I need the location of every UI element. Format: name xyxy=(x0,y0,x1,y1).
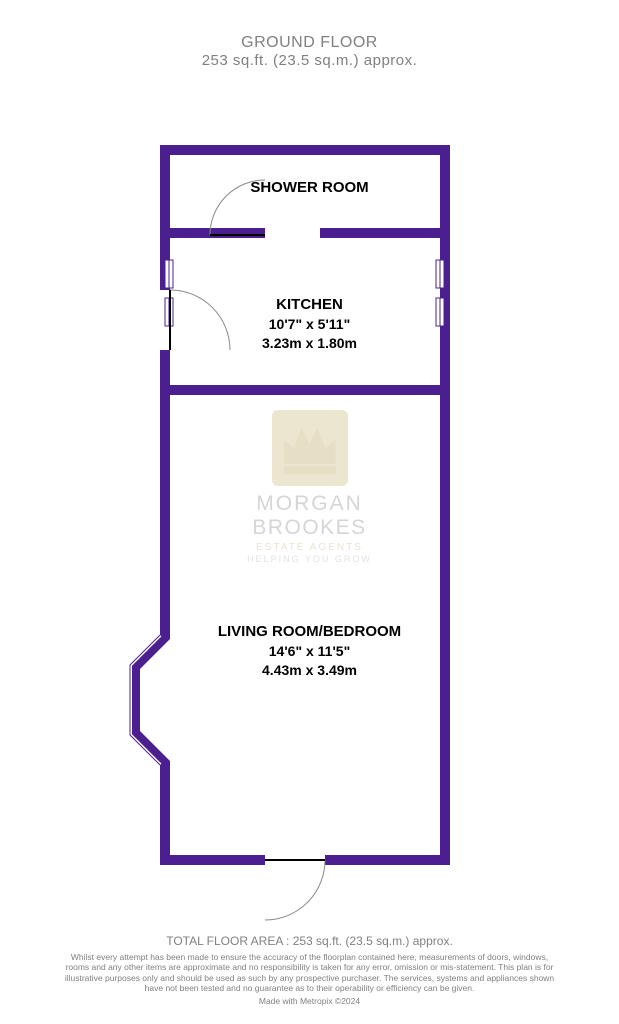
brand-line4: HELPING YOU GROW xyxy=(0,554,619,564)
brand-line3: ESTATE AGENTS xyxy=(0,542,619,553)
room-name: LIVING ROOM/BEDROOM xyxy=(0,622,619,642)
room-dims-metric: 3.23m x 1.80m xyxy=(0,334,619,353)
watermark: MORGAN BROOKES ESTATE AGENTS HELPING YOU… xyxy=(0,410,619,564)
living-room-label: LIVING ROOM/BEDROOM 14'6" x 11'5" 4.43m … xyxy=(0,622,619,680)
total-area: TOTAL FLOOR AREA : 253 sq.ft. (23.5 sq.m… xyxy=(60,934,559,948)
shower-room-label: SHOWER ROOM xyxy=(0,178,619,198)
room-name: KITCHEN xyxy=(0,295,619,315)
footer: TOTAL FLOOR AREA : 253 sq.ft. (23.5 sq.m… xyxy=(60,934,559,1007)
kitchen-label: KITCHEN 10'7" x 5'11" 3.23m x 1.80m xyxy=(0,295,619,353)
brand-line1: MORGAN xyxy=(0,492,619,516)
floorplan-container: GROUND FLOOR 253 sq.ft. (23.5 sq.m.) app… xyxy=(0,0,619,1024)
made-with: Made with Metropix ©2024 xyxy=(60,996,559,1006)
room-dims-imperial: 10'7" x 5'11" xyxy=(0,315,619,334)
room-dims-imperial: 14'6" x 11'5" xyxy=(0,642,619,661)
room-name: SHOWER ROOM xyxy=(0,178,619,198)
brand-line2: BROOKES xyxy=(0,516,619,540)
disclaimer: Whilst every attempt has been made to en… xyxy=(60,952,559,995)
room-dims-metric: 4.43m x 3.49m xyxy=(0,661,619,680)
crown-icon xyxy=(272,410,348,486)
